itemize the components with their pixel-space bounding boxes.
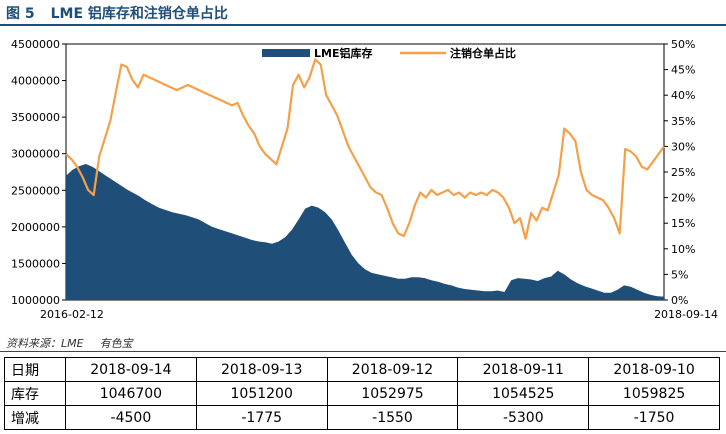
left-axis-tick-label: 2000000 <box>11 221 60 234</box>
legend-swatch-inventory <box>262 49 310 57</box>
title-divider <box>0 24 726 26</box>
inventory-chart: 1000000 1500000 2000000 2500000 3000000 35000… <box>11 38 718 321</box>
change-cell: -1775 <box>195 405 328 430</box>
left-axis-tick-label: 3500000 <box>11 111 60 124</box>
source-note: 资料来源：LME 有色宝 <box>6 335 133 351</box>
change-cell: -4500 <box>65 405 197 430</box>
right-axis-tick-label: 20% <box>671 192 695 205</box>
right-axis-tick-label: 25% <box>671 166 695 179</box>
right-axis-tick-label: 40% <box>671 89 695 102</box>
right-axis-tick-label: 15% <box>671 217 695 230</box>
table-row-date: 日期 2018-09-14 2018-09-13 2018-09-12 2018… <box>4 357 720 382</box>
left-axis-tick-label: 3000000 <box>11 148 60 161</box>
date-cell: 2018-09-11 <box>457 357 590 382</box>
source-text: 资料来源：LME <box>6 337 84 350</box>
right-axis-tick-label: 5% <box>671 268 688 281</box>
left-axis-tick-label: 1500000 <box>11 257 60 270</box>
stock-cell: 1051200 <box>195 381 328 406</box>
stock-cell: 1052975 <box>326 381 459 406</box>
right-axis-tick-label: 0% <box>671 294 688 307</box>
right-axis-tick-label: 45% <box>671 64 695 77</box>
x-axis-tick-label-end: 2018-09-14 <box>654 308 718 321</box>
date-cell: 2018-09-12 <box>326 357 459 382</box>
left-axis-tick-label: 4500000 <box>11 38 60 51</box>
figure-title-text: LME 铝库存和注销仓单占比 <box>50 6 228 22</box>
inventory-area-series <box>66 164 664 300</box>
change-cell: -5300 <box>457 405 590 430</box>
figure-title: 图 5 LME 铝库存和注销仓单占比 <box>6 3 228 23</box>
left-axis-tick-label: 4000000 <box>11 75 60 88</box>
left-axis-tick-label: 2500000 <box>11 184 60 197</box>
stock-cell: 1059825 <box>588 381 720 406</box>
source-org: 有色宝 <box>99 337 133 350</box>
cancelled-warrant-ratio-line <box>65 58 665 240</box>
source-divider <box>0 351 726 352</box>
right-axis-tick-label: 50% <box>671 38 695 51</box>
row-header-date: 日期 <box>4 357 66 382</box>
stock-cell: 1046700 <box>65 381 197 406</box>
table-row-change: 增减 -4500 -1775 -1550 -5300 -1750 <box>4 405 720 430</box>
legend-label-ratio: 注销仓单占比 <box>450 46 516 60</box>
right-axis-tick-label: 10% <box>671 243 695 256</box>
inventory-table: 日期 2018-09-14 2018-09-13 2018-09-12 2018… <box>4 357 720 430</box>
legend-label-inventory: LME铝库存 <box>314 46 372 60</box>
table-row-stock: 库存 1046700 1051200 1052975 1054525 10598… <box>4 381 720 406</box>
right-axis-tick-label: 35% <box>671 115 695 128</box>
left-axis-tick-label: 1000000 <box>11 294 60 307</box>
x-axis-tick-label-start: 2016-02-12 <box>40 308 104 321</box>
row-header-change: 增减 <box>4 405 66 430</box>
stock-cell: 1054525 <box>457 381 590 406</box>
date-cell: 2018-09-13 <box>195 357 328 382</box>
figure-number: 图 5 <box>6 6 35 22</box>
date-cell: 2018-09-14 <box>65 357 197 382</box>
change-cell: -1750 <box>588 405 720 430</box>
change-cell: -1550 <box>326 405 459 430</box>
right-axis-tick-label: 30% <box>671 140 695 153</box>
row-header-stock: 库存 <box>4 381 66 406</box>
date-cell: 2018-09-10 <box>588 357 720 382</box>
